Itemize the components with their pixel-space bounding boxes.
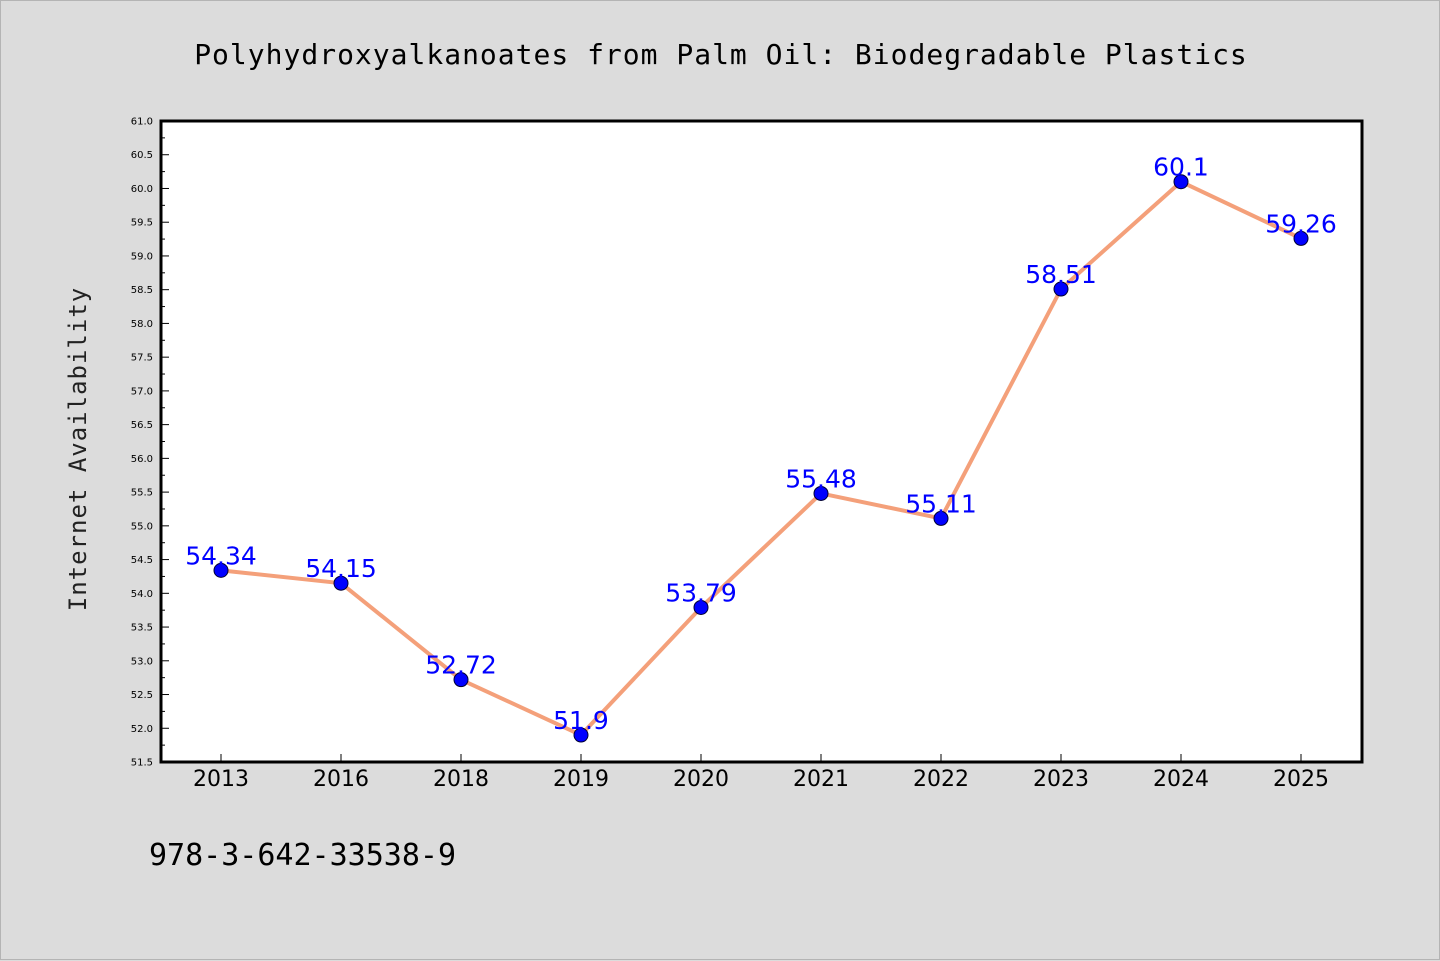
series-line-group — [213, 174, 1309, 743]
y-tick-label: 52.0 — [131, 724, 153, 735]
data-point — [573, 727, 589, 743]
data-point — [813, 485, 829, 501]
y-tick-label: 59.0 — [131, 251, 153, 262]
data-label: 55.48 — [785, 464, 857, 493]
x-tick-label: 2024 — [1153, 767, 1209, 792]
y-tick-label: 61.0 — [131, 117, 153, 128]
data-label: 53.79 — [665, 578, 737, 607]
data-label: 52.72 — [425, 651, 497, 680]
x-tick-label: 2020 — [673, 767, 729, 792]
data-point — [1293, 230, 1309, 246]
x-tick-label: 2022 — [913, 767, 969, 792]
y-tick-label: 54.5 — [131, 555, 153, 566]
data-point — [933, 510, 949, 526]
plot-area — [159, 119, 1364, 764]
data-label: 51.9 — [553, 706, 609, 735]
data-label: 54.15 — [305, 554, 377, 583]
y-axis: 51.5 52.0 52.5 53.0 53.5 54.0 54.5 55.0 55.5 56.0… — [131, 117, 169, 769]
x-tick-label: 2016 — [313, 767, 369, 792]
y-tick-label: 55.5 — [131, 488, 153, 499]
y-tick-label: 54.0 — [131, 589, 153, 600]
y-tick-label: 53.5 — [131, 623, 153, 634]
data-label: 58.51 — [1025, 260, 1097, 289]
y-tick-label: 58.0 — [131, 319, 153, 330]
chart-title: Polyhydroxyalkanoates from Palm Oil: Bio… — [194, 38, 1248, 71]
isbn-annotation: 978-3-642-33538-9 — [149, 838, 456, 873]
y-tick-label: 52.5 — [131, 690, 153, 701]
y-tick-label: 60.0 — [131, 184, 153, 195]
y-axis-label: Internet Availability — [64, 287, 92, 611]
y-tick-label: 59.5 — [131, 218, 153, 229]
y-tick-label: 60.5 — [131, 150, 153, 161]
data-label: 54.34 — [185, 541, 257, 570]
x-tick-label: 2021 — [793, 767, 849, 792]
data-label: 60.1 — [1153, 153, 1209, 182]
data-point — [213, 562, 229, 578]
y-tick-label: 57.0 — [131, 386, 153, 397]
data-label: 55.11 — [905, 489, 977, 518]
y-tick-label: 55.0 — [131, 521, 153, 532]
y-tick-label: 58.5 — [131, 285, 153, 296]
x-tick-label: 2025 — [1273, 767, 1329, 792]
y-tick-label: 53.0 — [131, 656, 153, 667]
x-tick-label: 2013 — [193, 767, 249, 792]
data-point — [1173, 174, 1189, 190]
series-line — [219, 179, 1303, 738]
y-tick-label: 56.0 — [131, 454, 153, 465]
x-tick-label: 2019 — [553, 767, 609, 792]
data-label: 59.26 — [1265, 209, 1337, 238]
y-tick-label: 57.5 — [131, 353, 153, 364]
y-tick-label: 56.5 — [131, 420, 153, 431]
data-point — [453, 672, 469, 688]
x-tick-label: 2023 — [1033, 767, 1089, 792]
x-tick-label: 2018 — [433, 767, 489, 792]
data-point — [333, 575, 349, 591]
data-point — [693, 599, 709, 615]
y-tick-label: 51.5 — [131, 758, 153, 769]
x-axis: 2013 2016 2018 2019 2020 2021 2022 2023 2024 2025 — [193, 754, 1329, 792]
data-labels: 54.34 54.15 52.72 51.9 53.79 55.48 55.11 58.51 6… — [185, 153, 1337, 735]
data-point — [1053, 281, 1069, 297]
